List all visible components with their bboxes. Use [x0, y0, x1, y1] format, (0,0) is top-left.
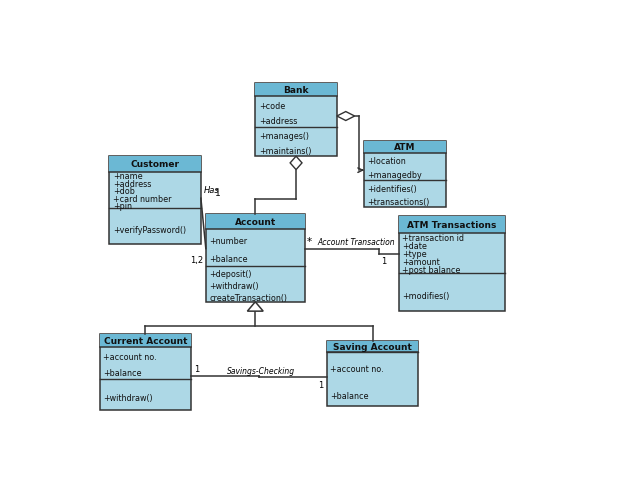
Text: +modifies(): +modifies() — [402, 292, 450, 301]
Bar — [100, 334, 191, 347]
Text: +withdraw(): +withdraw() — [103, 393, 152, 402]
Polygon shape — [248, 302, 263, 312]
Text: +address: +address — [113, 180, 151, 188]
Bar — [110, 157, 201, 244]
Bar — [255, 84, 337, 97]
Bar — [327, 341, 419, 407]
Text: +maintains(): +maintains() — [259, 147, 311, 155]
Bar — [100, 334, 191, 410]
Text: +post balance: +post balance — [402, 265, 461, 274]
Text: Account Transaction: Account Transaction — [318, 237, 396, 246]
Text: 1: 1 — [215, 189, 221, 198]
Text: Customer: Customer — [131, 160, 180, 169]
Text: +dob: +dob — [113, 187, 135, 196]
Text: +manages(): +manages() — [259, 132, 309, 141]
Bar — [364, 142, 445, 153]
Polygon shape — [290, 157, 302, 170]
Text: +transactions(): +transactions() — [367, 197, 430, 206]
Text: +name: +name — [113, 172, 142, 181]
Text: +withdraw(): +withdraw() — [209, 281, 259, 290]
Bar — [399, 216, 505, 312]
Text: +verifyPassword(): +verifyPassword() — [113, 226, 186, 235]
Text: 1: 1 — [318, 380, 323, 389]
Text: ATM: ATM — [394, 143, 415, 152]
Text: +amount: +amount — [402, 257, 440, 266]
Text: createTransaction(): createTransaction() — [209, 293, 287, 302]
Text: +managedby: +managedby — [367, 171, 422, 180]
Text: +identifies(): +identifies() — [367, 184, 417, 193]
Text: +number: +number — [209, 237, 248, 245]
Bar — [255, 84, 337, 157]
Text: +date: +date — [402, 242, 427, 250]
Text: +balance: +balance — [103, 368, 142, 378]
Text: +deposit(): +deposit() — [209, 269, 252, 278]
Bar — [364, 142, 445, 207]
Text: +address: +address — [259, 117, 297, 126]
Text: +balance: +balance — [209, 255, 248, 264]
Text: 1: 1 — [195, 364, 200, 374]
Bar — [206, 214, 305, 302]
Bar — [327, 341, 419, 353]
Text: Savings-Checking: Savings-Checking — [227, 366, 295, 375]
Text: +transaction id: +transaction id — [402, 233, 464, 242]
Text: +pin: +pin — [113, 201, 132, 211]
Text: Bank: Bank — [283, 86, 309, 95]
Text: Account: Account — [235, 218, 276, 227]
Text: +card number: +card number — [113, 194, 172, 203]
Text: +account no.: +account no. — [330, 364, 384, 373]
Bar — [206, 214, 305, 230]
Text: +type: +type — [402, 249, 427, 258]
Text: +balance: +balance — [330, 391, 369, 400]
Text: ATM Transactions: ATM Transactions — [407, 220, 496, 229]
Text: Current Account: Current Account — [103, 336, 187, 345]
Bar — [399, 216, 505, 233]
Text: Has: Has — [204, 185, 219, 194]
Text: Saving Account: Saving Account — [333, 343, 412, 351]
Text: +account no.: +account no. — [103, 352, 156, 362]
Text: *: * — [308, 237, 313, 246]
Text: +code: +code — [259, 102, 285, 110]
Text: 1: 1 — [382, 257, 387, 266]
Polygon shape — [337, 112, 355, 121]
Text: +location: +location — [367, 157, 406, 166]
Text: 1,2: 1,2 — [190, 256, 204, 265]
Bar — [110, 157, 201, 172]
